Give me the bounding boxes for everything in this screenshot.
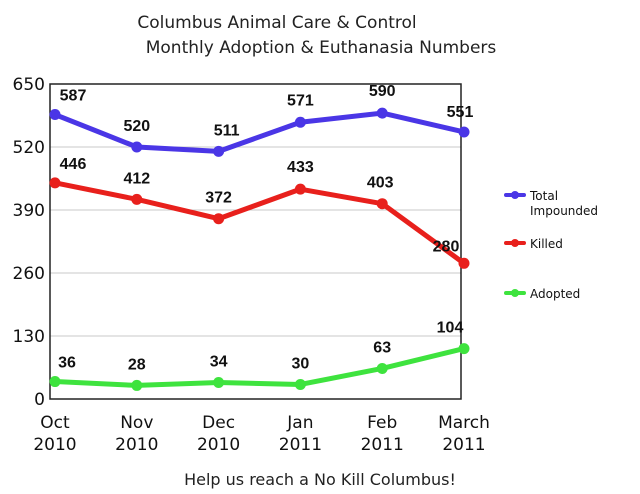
data-point [49, 109, 61, 121]
series-lines [49, 107, 470, 391]
data-label: 34 [210, 354, 228, 371]
legend-label: Impounded [530, 204, 598, 218]
legend-entry: Killed [504, 237, 563, 251]
data-label: 571 [287, 92, 314, 109]
y-tick-label: 390 [13, 201, 45, 221]
x-tick-label: 2011 [442, 435, 485, 455]
series-line [52, 180, 467, 266]
x-tick-label: 2010 [33, 435, 76, 455]
y-tick-label: 520 [13, 138, 45, 158]
data-point [294, 378, 306, 390]
legend-label: Total [529, 189, 558, 203]
x-tick-label: 2011 [279, 435, 322, 455]
data-label: 63 [373, 339, 391, 356]
data-label: 30 [292, 355, 310, 372]
legend-swatch-dot [511, 289, 519, 297]
x-tick-label: Oct [40, 413, 70, 433]
data-label: 511 [214, 122, 240, 139]
gridlines [50, 146, 461, 337]
x-tick-label: 2010 [115, 435, 158, 455]
y-tick-label: 260 [13, 264, 45, 284]
x-tick-label: Jan [286, 413, 313, 433]
data-point [376, 362, 388, 374]
data-label: 433 [287, 159, 314, 176]
data-label: 280 [433, 238, 460, 255]
legend-swatch-dot [511, 239, 519, 247]
data-label: 104 [437, 320, 464, 337]
data-point [213, 377, 225, 389]
data-point [49, 177, 61, 189]
chart-subtitle: Monthly Adoption & Euthanasia Numbers [146, 38, 497, 58]
x-tick-label: 2011 [361, 435, 404, 455]
x-tick-label: Feb [367, 413, 397, 433]
series-line [52, 110, 467, 154]
data-point [294, 116, 306, 128]
data-label: 36 [58, 355, 76, 372]
data-label: 412 [123, 170, 150, 187]
data-point [131, 193, 143, 205]
legend-swatch-dot [511, 191, 519, 199]
data-point [131, 379, 143, 391]
data-label: 372 [205, 190, 232, 207]
x-tick-label: March [438, 413, 490, 433]
y-tick-label: 0 [34, 390, 45, 410]
data-label: 446 [60, 156, 87, 173]
data-point [458, 257, 470, 269]
data-labels: 587 520 511 571 590 551 446 412 372 433 403 280 36 28… [58, 83, 473, 373]
data-point [131, 141, 143, 153]
legend-label: Adopted [530, 287, 580, 301]
legend-label: Killed [530, 237, 563, 251]
x-tick-label: Dec [202, 413, 235, 433]
plot-frame [49, 83, 462, 400]
data-point [376, 198, 388, 210]
data-point [458, 126, 470, 138]
data-label: 520 [123, 118, 150, 135]
legend-entry: Adopted [504, 287, 580, 301]
data-label: 551 [447, 104, 474, 121]
y-axis-ticks: 0 130 260 390 520 650 [13, 75, 45, 410]
data-label: 403 [367, 175, 394, 192]
data-point [213, 213, 225, 225]
data-label: 28 [128, 356, 146, 373]
chart-title: Columbus Animal Care & Control [137, 13, 416, 33]
y-tick-label: 130 [13, 327, 45, 347]
x-tick-label: 2010 [197, 435, 240, 455]
x-tick-label: Nov [120, 413, 153, 433]
x-axis-ticks: Oct2010Nov2010Dec2010Jan2011Feb2011March… [33, 413, 490, 455]
data-label: 590 [369, 83, 396, 100]
series-line [52, 346, 467, 388]
data-label: 587 [60, 88, 87, 105]
data-point [213, 145, 225, 157]
data-point [49, 376, 61, 388]
data-point [458, 343, 470, 355]
data-point [376, 107, 388, 119]
data-point [294, 183, 306, 195]
chart-footer: Help us reach a No Kill Columbus! [184, 470, 456, 489]
y-tick-label: 650 [13, 75, 45, 95]
